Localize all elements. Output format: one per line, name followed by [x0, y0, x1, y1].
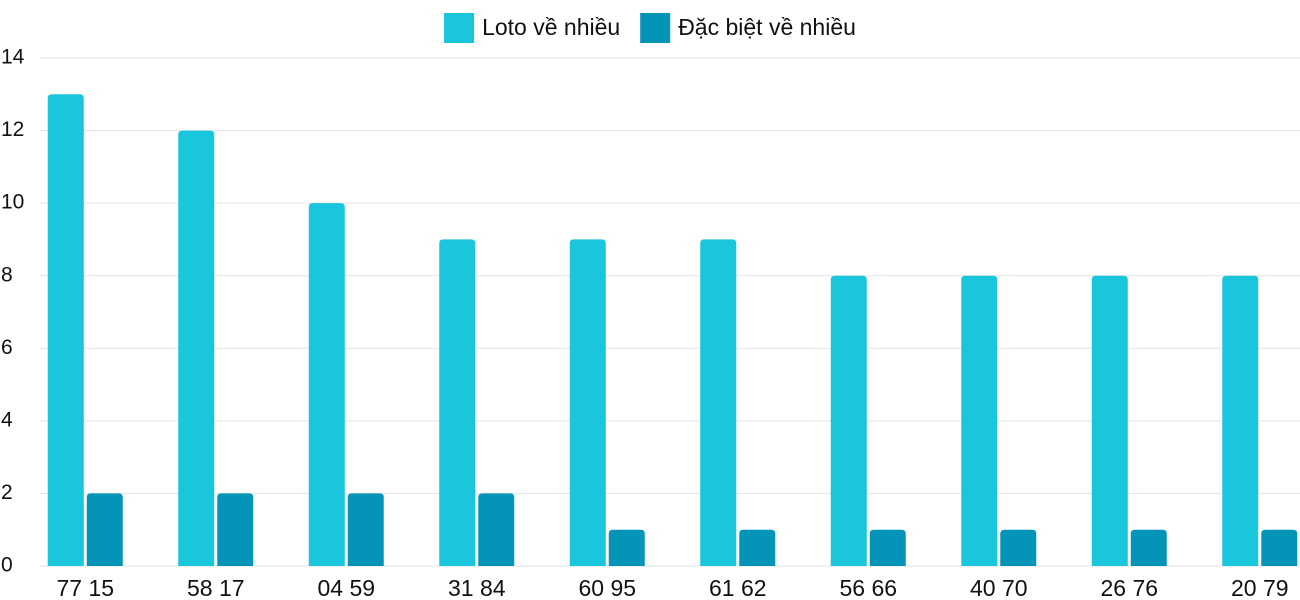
x-tick-label: 61 62 — [709, 575, 767, 600]
bar — [830, 275, 867, 566]
bar — [1000, 529, 1037, 566]
bar — [700, 239, 737, 566]
legend-label: Đặc biệt về nhiều — [678, 14, 856, 40]
bar — [178, 130, 215, 567]
bar — [961, 275, 998, 566]
legend-label: Loto về nhiều — [482, 14, 620, 40]
bar — [569, 239, 606, 566]
bar — [478, 493, 515, 566]
bar — [86, 493, 123, 566]
bar — [869, 529, 906, 566]
y-tick-label: 8 — [1, 263, 13, 286]
bar — [217, 493, 254, 566]
y-tick-label: 2 — [1, 481, 13, 504]
x-tick-label: 20 79 — [1231, 575, 1289, 600]
y-tick-label: 6 — [1, 336, 13, 359]
legend-swatch — [640, 13, 671, 43]
x-tick-label: 58 17 — [187, 575, 245, 600]
y-tick-label: 14 — [1, 46, 25, 69]
x-tick-label: 56 66 — [839, 575, 897, 600]
bar — [739, 529, 776, 566]
bar — [608, 529, 645, 566]
x-tick-label: 40 70 — [970, 575, 1028, 600]
bar — [308, 203, 345, 566]
bar — [1261, 529, 1298, 566]
x-tick-label: 26 76 — [1100, 575, 1158, 600]
x-tick-label: 60 95 — [578, 575, 636, 600]
bar — [347, 493, 384, 566]
y-tick-label: 4 — [1, 408, 13, 431]
x-tick-label: 04 59 — [317, 575, 375, 600]
y-tick-label: 10 — [1, 191, 24, 214]
x-tick-label: 77 15 — [56, 575, 114, 600]
legend-swatch — [444, 13, 475, 43]
x-tick-label: 31 84 — [448, 575, 506, 600]
y-tick-label: 12 — [1, 118, 24, 141]
bar — [47, 94, 84, 567]
bar — [439, 239, 476, 566]
bar — [1130, 529, 1167, 566]
y-tick-label: 0 — [1, 554, 13, 577]
bar — [1091, 275, 1128, 566]
bar — [1222, 275, 1259, 566]
